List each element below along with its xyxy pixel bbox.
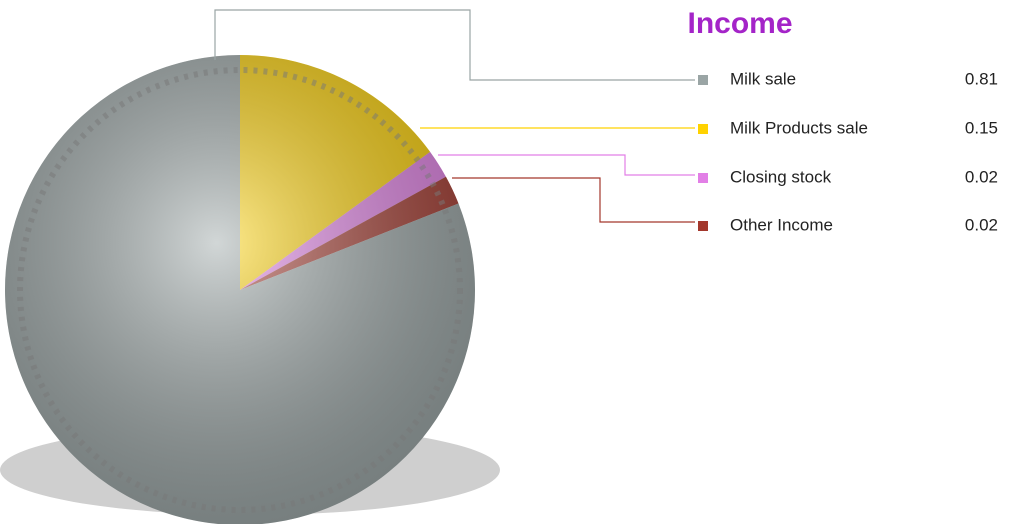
legend-label: Other Income — [730, 215, 833, 234]
legend-marker — [698, 221, 708, 231]
value-label: 0.81 — [965, 69, 998, 88]
chart-title: Income — [687, 7, 792, 40]
leader-line — [438, 154, 695, 176]
value-label: 0.02 — [965, 167, 998, 186]
legend: Milk sale 0.81 Milk Products sale 0.15 Closi… — [214, 9, 998, 234]
coin-rim — [17, 67, 463, 513]
legend-marker — [698, 173, 708, 183]
legend-label: Milk sale — [730, 69, 796, 88]
value-label: 0.15 — [965, 118, 998, 137]
legend-marker — [698, 124, 708, 134]
leader-line — [452, 177, 695, 223]
value-label: 0.02 — [965, 215, 998, 234]
legend-label: Milk Products sale — [730, 118, 868, 137]
pie — [4, 55, 475, 524]
legend-label: Closing stock — [730, 167, 832, 186]
leader-line — [214, 9, 695, 81]
legend-marker — [698, 75, 708, 85]
